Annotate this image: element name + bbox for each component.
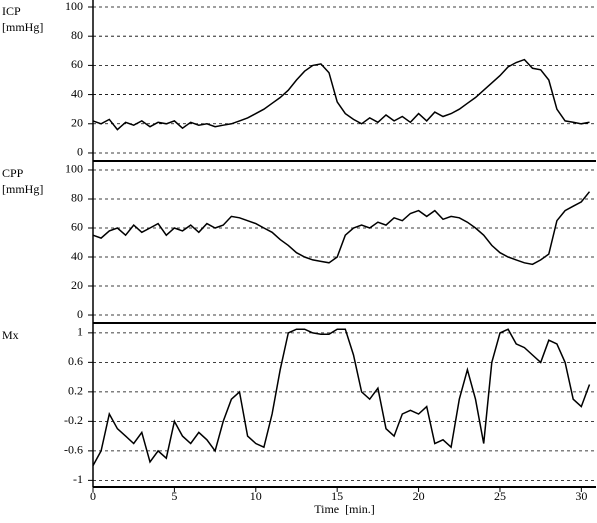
x-tick-label: 0	[90, 489, 96, 503]
x-tick-label: 30	[575, 489, 587, 503]
y-tick-label: 0	[77, 307, 83, 321]
y-tick-label: 40	[71, 249, 83, 263]
y-tick-label: 40	[71, 86, 83, 100]
y-tick-label: 60	[71, 220, 83, 234]
y-axis-label: CPP	[2, 166, 24, 180]
x-tick-label: 25	[494, 489, 506, 503]
y-axis-label: [mmHg]	[2, 20, 43, 34]
y-tick-label: 0.6	[68, 354, 83, 368]
line-series	[92, 328, 591, 466]
y-axis-label: ICP	[2, 4, 21, 18]
y-tick-label: -0.2	[64, 413, 83, 427]
y-tick-label: 20	[71, 278, 83, 292]
y-tick-label: 20	[71, 116, 83, 130]
y-tick-label: 80	[71, 191, 83, 205]
y-axis-label: Mx	[2, 328, 19, 342]
x-tick-label: 5	[171, 489, 177, 503]
y-tick-label: 0	[77, 145, 83, 159]
y-tick-label: -0.6	[64, 443, 83, 457]
y-tick-label: 100	[65, 0, 83, 13]
y-tick-label: 1	[77, 325, 83, 339]
line-series	[92, 58, 590, 131]
x-tick-label: 20	[413, 489, 425, 503]
y-axis-label: [mmHg]	[2, 182, 43, 196]
line-series	[92, 191, 591, 266]
x-tick-label: 15	[331, 489, 343, 503]
x-tick-label: 10	[250, 489, 262, 503]
y-tick-label: 80	[71, 28, 83, 42]
y-tick-label: -1	[73, 472, 83, 486]
y-tick-label: 60	[71, 57, 83, 71]
y-tick-label: 100	[65, 162, 83, 176]
y-tick-label: 0.2	[68, 384, 83, 398]
x-axis-label: Time [min.]	[314, 502, 375, 516]
